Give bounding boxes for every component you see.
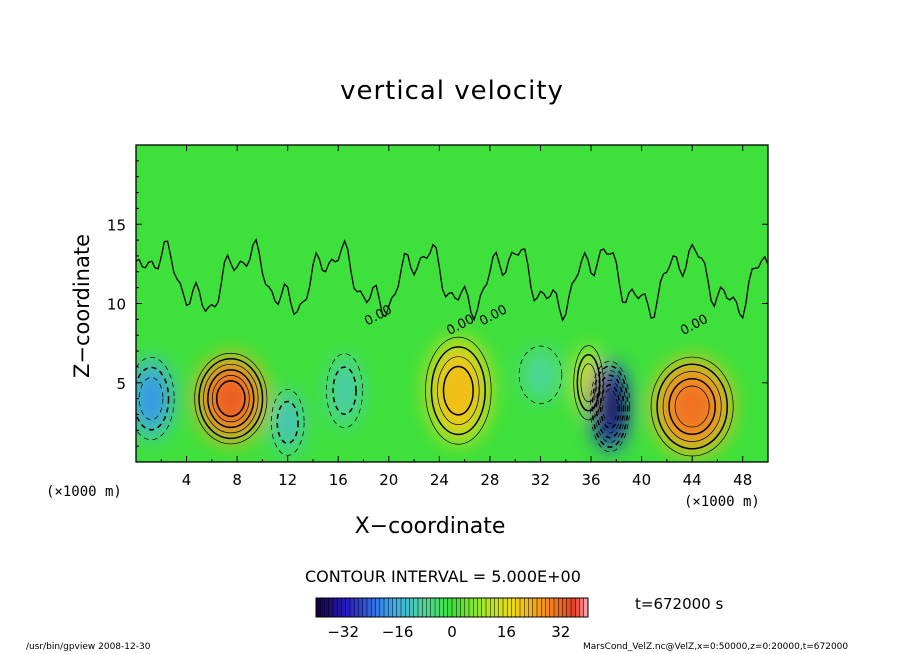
heatmap-feature	[333, 367, 356, 414]
footer-program-date: /usr/bin/gpview 2008-12-30	[26, 642, 151, 652]
x-tick-label: 36	[581, 471, 600, 489]
positive-contour	[203, 363, 259, 434]
negative-contour	[332, 366, 357, 415]
heatmap-feature	[277, 402, 298, 443]
negative-contour	[136, 357, 175, 441]
negative-contour	[589, 360, 631, 453]
heatmap-feature	[666, 376, 718, 437]
x-axis-unit-left: (×1000 m)	[46, 484, 122, 500]
heatmap-feature	[137, 373, 166, 424]
negative-contour	[276, 400, 299, 445]
x-tick-label: 32	[531, 471, 550, 489]
x-tick-label: 12	[278, 471, 297, 489]
positive-contour	[674, 385, 710, 428]
colorbar-tick-label: −16	[382, 623, 414, 641]
footer-source: MarsCond_VelZ.nc@VelZ,x=0:50000,z=0:2000…	[583, 642, 849, 652]
heatmap-feature	[208, 370, 254, 427]
x-tick-label: 8	[232, 471, 242, 489]
x-axis-label: X−coordinate	[354, 514, 506, 539]
x-tick-label: 4	[182, 471, 192, 489]
negative-contour	[591, 365, 629, 448]
negative-contour	[136, 366, 170, 431]
colorbar: −32 −16 0 16 32	[315, 597, 589, 641]
positive-contour	[207, 369, 255, 429]
positive-contour	[573, 345, 604, 421]
positive-contour	[437, 356, 480, 426]
x-tick-label: 48	[733, 471, 752, 489]
negative-contour	[518, 345, 563, 405]
negative-contour	[594, 370, 626, 443]
positive-contour	[211, 375, 250, 423]
colorbar-tick-label: −32	[327, 623, 359, 641]
contour-interval-label: CONTOUR INTERVAL = 5.000E+00	[305, 567, 581, 586]
y-tick-label: 5	[116, 375, 126, 393]
negative-contour	[595, 374, 625, 439]
y-tick-label: 10	[107, 296, 126, 314]
positive-contour	[430, 346, 486, 436]
x-tick-label: 28	[480, 471, 499, 489]
x-tick-label: 40	[632, 471, 651, 489]
negative-contour	[139, 377, 164, 421]
negative-contour	[270, 389, 305, 456]
colorbar-tick-label: 0	[447, 623, 457, 641]
x-axis-ticks: 4 8 12 16 20 24 28 32 36 40 44 48	[160, 145, 752, 489]
negative-contour	[326, 353, 363, 429]
negative-contour	[598, 379, 622, 434]
positive-contour	[194, 352, 268, 445]
time-label: t=672000 s	[635, 595, 724, 613]
positive-contour	[662, 371, 722, 442]
positive-contour	[198, 358, 264, 440]
heatmap-feature	[527, 357, 554, 393]
positive-contour	[425, 336, 492, 445]
x-tick-label: 20	[379, 471, 398, 489]
positive-contour	[656, 363, 728, 450]
heatmap-feature	[597, 378, 623, 435]
x-tick-label: 24	[430, 471, 449, 489]
y-axis-ticks: 5 10 15	[107, 160, 768, 447]
positive-contour	[215, 380, 246, 418]
x-axis-unit-right: (×1000 m)	[684, 494, 760, 510]
x-tick-label: 44	[683, 471, 702, 489]
x-tick-label: 16	[329, 471, 348, 489]
contour-lines	[136, 237, 768, 457]
y-axis-label: Z−coordinate	[70, 234, 94, 378]
colorbar-tick-label: 16	[497, 623, 516, 641]
zero-contour	[136, 237, 768, 322]
chart-title: vertical velocity	[340, 76, 564, 106]
positive-contour	[576, 353, 601, 412]
negative-contour	[602, 389, 618, 424]
negative-contour	[599, 384, 621, 429]
colorbar-tick-label: 32	[551, 623, 570, 641]
positive-contour	[668, 378, 716, 436]
positive-contour	[442, 365, 474, 416]
y-tick-label: 15	[107, 216, 126, 234]
positive-contour	[650, 356, 734, 457]
